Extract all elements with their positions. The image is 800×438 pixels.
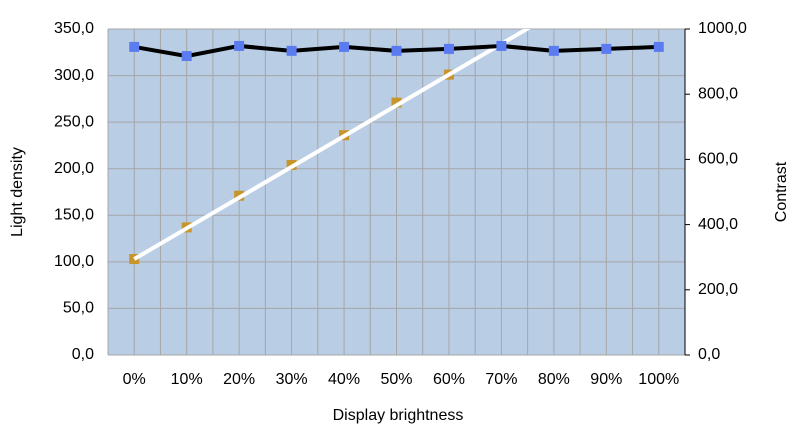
data-point xyxy=(391,45,402,56)
y2-tick-label: 800,0 xyxy=(698,85,738,102)
data-point xyxy=(443,43,454,54)
y2-tick-label: 600,0 xyxy=(698,151,738,168)
data-point xyxy=(234,40,245,51)
x-tick-label: 90% xyxy=(590,371,622,388)
x-tick-label: 80% xyxy=(538,371,570,388)
y2-tick-label: 200,0 xyxy=(698,281,738,298)
x-tick-label: 20% xyxy=(223,371,255,388)
y-tick-label: 0,0 xyxy=(72,346,94,363)
data-point xyxy=(653,41,664,52)
y-tick-label: 150,0 xyxy=(54,207,94,224)
data-point xyxy=(548,45,559,56)
y-tick-label: 100,0 xyxy=(54,253,94,270)
x-tick-label: 60% xyxy=(433,371,465,388)
x-tick-label: 50% xyxy=(380,371,412,388)
x-tick-label: 70% xyxy=(485,371,517,388)
data-point xyxy=(391,97,402,108)
data-point xyxy=(286,45,297,56)
x-tick-label: 0% xyxy=(123,371,146,388)
data-point xyxy=(339,41,350,52)
y2-tick-label: 1000,0 xyxy=(698,20,747,37)
y2-axis-title: Contrast xyxy=(773,161,790,222)
y-tick-label: 200,0 xyxy=(54,160,94,177)
y-tick-label: 300,0 xyxy=(54,67,94,84)
y2-tick-label: 0,0 xyxy=(698,346,720,363)
data-point xyxy=(496,40,507,51)
data-point xyxy=(181,51,192,62)
x-tick-label: 30% xyxy=(276,371,308,388)
y-tick-label: 350,0 xyxy=(54,20,94,37)
data-point xyxy=(601,43,612,54)
x-tick-label: 40% xyxy=(328,371,360,388)
series-line xyxy=(133,29,531,261)
x-axis-title: Display brightness xyxy=(333,407,464,424)
data-point xyxy=(129,41,140,52)
y2-tick-label: 400,0 xyxy=(698,216,738,233)
y-tick-label: 50,0 xyxy=(63,300,94,317)
y-axis-title: Light density xyxy=(9,147,26,237)
y-tick-label: 250,0 xyxy=(54,113,94,130)
x-tick-label: 100% xyxy=(638,371,679,388)
x-tick-label: 10% xyxy=(171,371,203,388)
